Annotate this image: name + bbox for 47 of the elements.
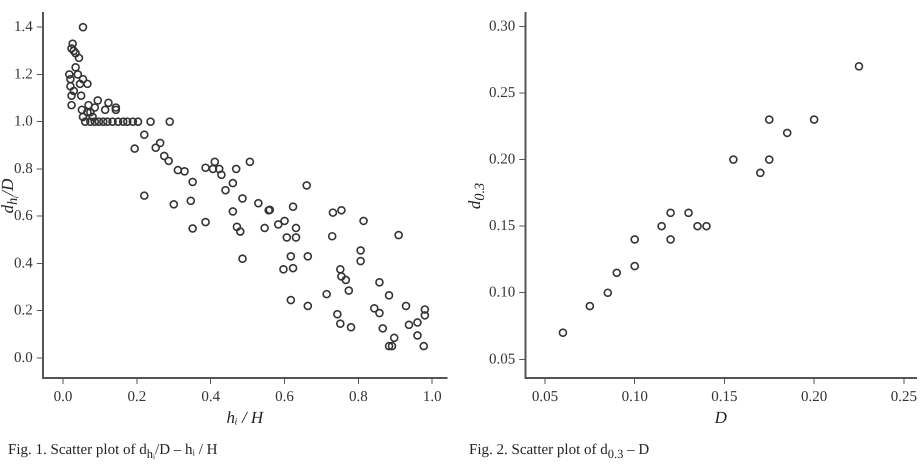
point [612,268,622,278]
point [603,288,612,298]
y-tick-label: 0.30 [489,18,516,34]
point [782,128,792,138]
y-tick-label: 1.0 [14,114,33,130]
y-tick-label: 0.25 [489,84,516,101]
point [702,222,711,230]
y-tick-label: 0.10 [489,284,516,301]
y-tick-label: 1.2 [14,66,33,82]
x-tick-label: 0.6 [275,388,294,405]
point [558,328,568,338]
x-tick-label: 0.15 [711,388,738,405]
x-tick-label: 0.10 [622,388,648,405]
x-tick-label: 0.4 [201,388,221,405]
x-axis-title: D [714,408,727,428]
x-tick-label: 0.05 [532,388,558,405]
point [693,222,702,230]
x-axis-title: hᵢ / H [226,408,264,428]
point [630,262,639,270]
y-tick-label: 0.20 [489,151,516,168]
point [657,222,666,230]
point [586,302,594,310]
x-tick-label: 0.20 [801,388,828,405]
x-tick-label: 1.0 [422,388,442,405]
point [764,155,774,164]
y-tick-label: 1.4 [14,19,34,36]
point [764,115,774,124]
x-tick-label: 0.8 [349,388,368,405]
caption: Fig. 2. Scatter plot of d$_{0.3}$ – D [469,442,650,462]
x-tick-label: 0.0 [54,388,72,405]
point [756,168,765,178]
point [666,208,675,218]
y-tick-label: 0.2 [14,302,33,319]
y-tick-label: 0.0 [14,350,33,366]
point [684,208,693,218]
y-tick-label: 0.4 [14,255,34,272]
y-tick-label: 0.05 [489,351,516,368]
y-tick-label: 0.15 [489,218,516,234]
x-tick-label: 0.25 [890,388,917,405]
point [666,235,675,244]
point [729,155,738,164]
point [854,62,864,71]
point [810,115,818,124]
y-tick-label: 0.8 [14,160,33,177]
point [630,235,639,244]
caption: Fig. 1. Scatter plot of d$_{hᵢ}$/D – hᵢ / H [8,442,218,462]
x-tick-label: 0.2 [128,388,146,405]
